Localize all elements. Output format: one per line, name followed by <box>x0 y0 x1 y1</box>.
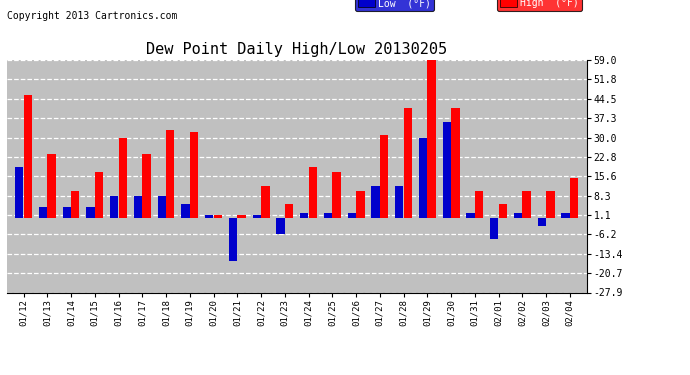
Bar <box>39 207 47 218</box>
Bar <box>324 213 332 218</box>
Bar <box>23 95 32 218</box>
Bar <box>308 167 317 218</box>
Bar <box>63 207 71 218</box>
Bar <box>300 213 308 218</box>
Bar <box>285 204 293 218</box>
Bar <box>451 108 460 218</box>
Bar <box>86 207 95 218</box>
Bar <box>428 57 436 218</box>
Bar <box>48 154 56 218</box>
Bar <box>214 215 222 218</box>
Bar <box>490 218 498 239</box>
Bar <box>333 172 341 218</box>
Bar <box>514 213 522 218</box>
Bar <box>119 138 127 218</box>
Bar <box>110 196 119 218</box>
Bar <box>380 135 388 218</box>
Bar <box>190 132 198 218</box>
Bar <box>95 172 104 218</box>
Bar <box>166 130 175 218</box>
Bar <box>371 186 380 218</box>
Bar <box>475 191 483 218</box>
Bar <box>522 191 531 218</box>
Bar <box>229 218 237 261</box>
Bar <box>134 196 142 218</box>
Bar <box>562 213 570 218</box>
Bar <box>277 218 285 234</box>
Bar <box>157 196 166 218</box>
Text: Copyright 2013 Cartronics.com: Copyright 2013 Cartronics.com <box>7 11 177 21</box>
Bar <box>71 191 79 218</box>
Bar <box>142 154 150 218</box>
Bar <box>348 213 356 218</box>
Bar <box>356 191 364 218</box>
Bar <box>205 215 213 218</box>
Bar <box>538 218 546 226</box>
Legend: High  (°F): High (°F) <box>497 0 582 11</box>
Bar <box>237 215 246 218</box>
Bar <box>181 204 190 218</box>
Bar <box>570 178 578 218</box>
Bar <box>15 167 23 218</box>
Bar <box>443 122 451 218</box>
Bar <box>253 215 261 218</box>
Bar <box>395 186 404 218</box>
Title: Dew Point Daily High/Low 20130205: Dew Point Daily High/Low 20130205 <box>146 42 447 57</box>
Bar <box>404 108 412 218</box>
Bar <box>262 186 270 218</box>
Bar <box>419 138 427 218</box>
Bar <box>466 213 475 218</box>
Bar <box>546 191 555 218</box>
Bar <box>499 204 507 218</box>
